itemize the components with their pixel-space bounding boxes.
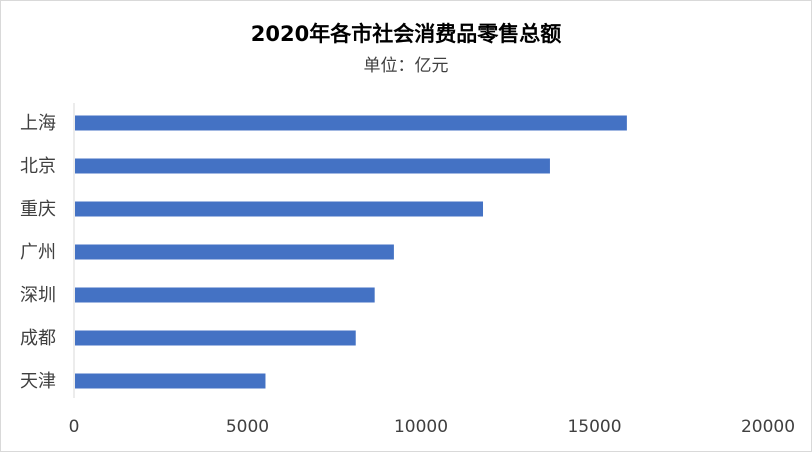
bar [75, 244, 394, 260]
category-label: 上海 [20, 113, 56, 134]
bar [75, 158, 550, 174]
tick-label: 5000 [226, 417, 269, 437]
tick-label: 0 [69, 417, 80, 437]
bar [75, 287, 375, 303]
category-label: 重庆 [20, 199, 56, 220]
bar [75, 373, 266, 389]
bar [75, 201, 484, 217]
chart-subtitle: 单位：亿元 [363, 56, 449, 76]
tick-label: 15000 [567, 417, 621, 437]
category-label: 北京 [20, 156, 56, 177]
bar [75, 330, 356, 346]
value-axis-ticks: 0 5000 10000 15000 20000 [69, 417, 795, 437]
category-label: 成都 [20, 328, 56, 349]
tick-label: 20000 [741, 417, 795, 437]
category-label: 天津 [20, 371, 56, 392]
bar [75, 115, 627, 131]
chart-title: 2020年各市社会消费品零售总额 [250, 22, 562, 46]
category-label: 深圳 [20, 285, 56, 306]
category-label: 广州 [20, 242, 56, 263]
tick-label: 10000 [394, 417, 448, 437]
bar-series [75, 115, 627, 389]
